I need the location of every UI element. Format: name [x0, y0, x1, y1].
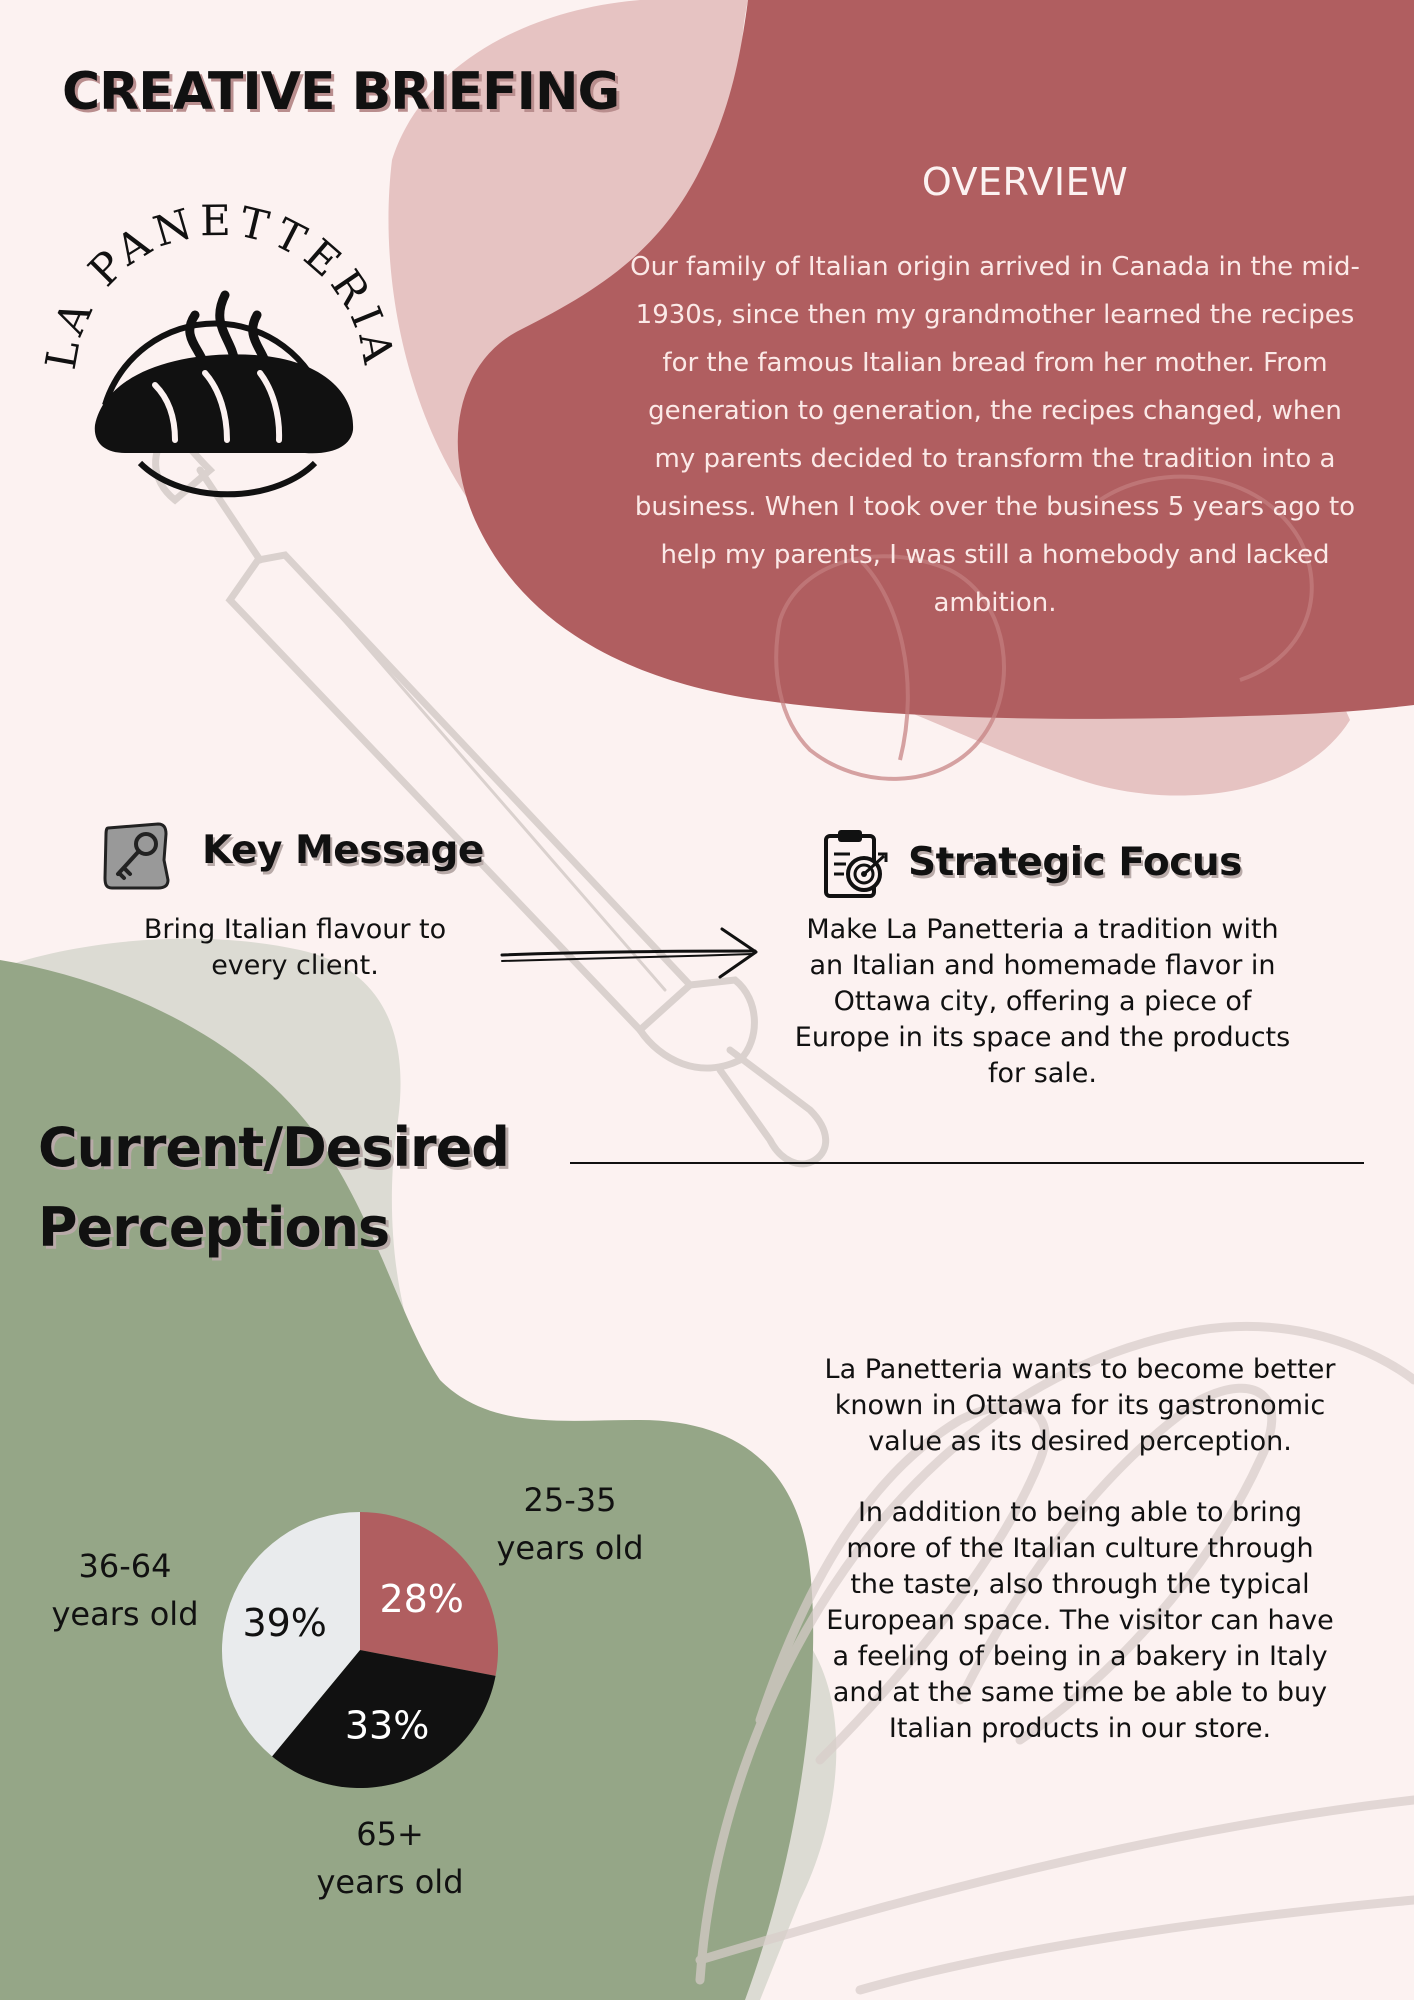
pie-slice-0: [360, 1512, 498, 1676]
la-panetteria-logo: LA PANETTERIA: [36, 196, 404, 498]
age-pie-chart: 28% 33% 39%: [221, 1512, 498, 1788]
logo-text: LA PANETTERIA: [36, 196, 404, 373]
bread-icon: [94, 354, 354, 454]
arrow-icon: [500, 927, 758, 979]
bread-sketch: [695, 1321, 1414, 1995]
pie-category-label-65-plus: 65+ years old: [316, 1815, 464, 1901]
perceptions-paragraph-2: In addition to being able to bring more …: [826, 1497, 1334, 1744]
perceptions-paragraph-1: La Panetteria wants to become better kno…: [824, 1354, 1336, 1457]
pie-value-label-2: 39%: [242, 1601, 326, 1645]
pie-category-label-36-64: 36-64 years old: [51, 1547, 199, 1633]
rolling-pin-sketch: [152, 425, 830, 1168]
rose-blob: [457, 0, 1414, 719]
sage-blob: [0, 960, 814, 2000]
strategic-focus-body: Make La Panetteria a tradition with an I…: [794, 914, 1291, 1089]
divider-line: [570, 1162, 1364, 1164]
perceptions-text: La Panetteria wants to become better kno…: [820, 1352, 1340, 1782]
key-message-title: Key Message: [202, 828, 484, 873]
strategic-focus-title: Strategic Focus: [908, 840, 1242, 885]
pie-value-label-0: 28%: [379, 1577, 463, 1621]
croissant-sketch: [774, 474, 1314, 781]
key-icon: [103, 822, 170, 890]
perceptions-title: Current/Desired Perceptions: [38, 1116, 510, 1259]
key-message-body: Bring Italian flavour to every client.: [143, 914, 447, 981]
overview-body: Our family of Italian origin arrived in …: [630, 252, 1360, 618]
pie-category-label-25-35: 25-35 years old: [496, 1481, 644, 1567]
pie-slice-2: [221, 1512, 360, 1757]
pie-slice-1: [272, 1650, 496, 1788]
page-title: CREATIVE BRIEFING: [62, 62, 620, 122]
pie-value-label-1: 33%: [345, 1703, 429, 1747]
target-clipboard-icon: [824, 830, 888, 898]
overview-title: OVERVIEW: [921, 160, 1129, 204]
